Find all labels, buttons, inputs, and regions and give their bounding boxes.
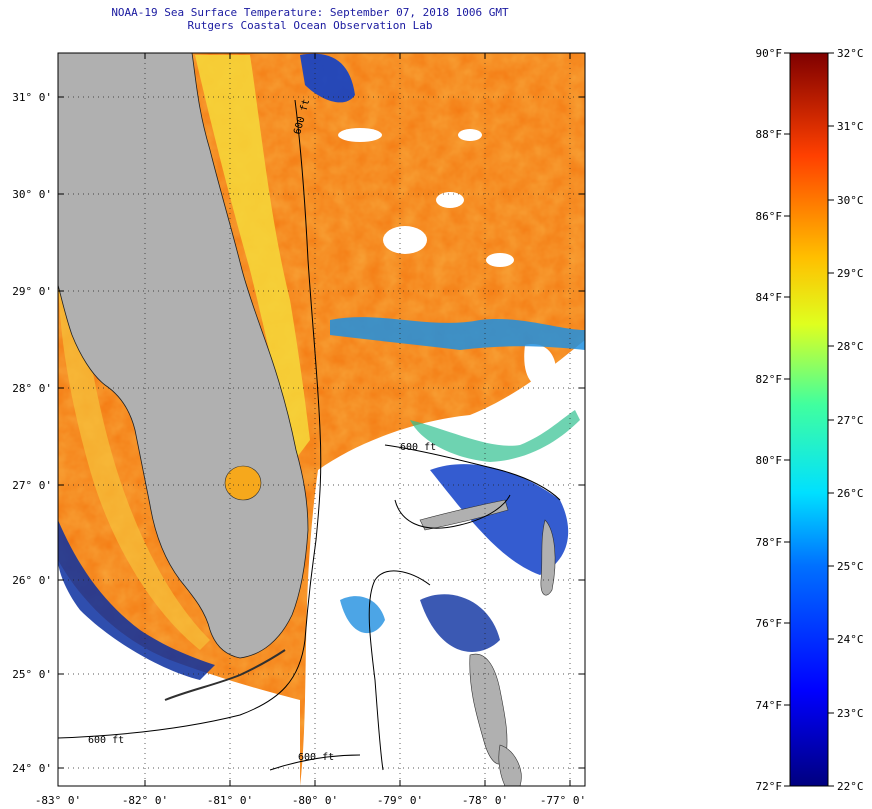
- colorbar-f-label: 88°F: [756, 128, 783, 141]
- warm-coastal-strip: [195, 55, 310, 460]
- colorbar-fahrenheit-ticks: [784, 52, 790, 787]
- colorbar-f-label: 84°F: [756, 291, 783, 304]
- depth-contour: [384, 444, 561, 501]
- cool-water-band: [410, 410, 580, 462]
- colorbar-f-label: 76°F: [756, 617, 783, 630]
- latitude-label: 24° 0': [12, 762, 52, 775]
- colorbar: [789, 52, 829, 787]
- colorbar-f-label: 90°F: [756, 47, 783, 60]
- latitude-label: 25° 0': [12, 668, 52, 681]
- latitude-label: 29° 0': [12, 285, 52, 298]
- longitude-label: -78° 0': [462, 794, 508, 807]
- tick-marks: [57, 53, 585, 786]
- map-title: NOAA-19 Sea Surface Temperature: Septemb…: [111, 6, 509, 19]
- colorbar-c-label: 22°C: [837, 780, 864, 793]
- depth-contour: [394, 494, 511, 529]
- colorbar-c-label: 24°C: [837, 633, 864, 646]
- latitude-label: 27° 0': [12, 479, 52, 492]
- cloud-patch: [436, 192, 464, 208]
- latitude-label: 31° 0': [12, 91, 52, 104]
- longitude-label: -83° 0': [35, 794, 81, 807]
- map-subtitle: Rutgers Coastal Ocean Observation Lab: [187, 19, 433, 32]
- plot-frame: [57, 52, 586, 787]
- bahamas-island: [498, 744, 522, 786]
- cloud-patch: [486, 253, 514, 267]
- cool-water-band: [430, 464, 569, 575]
- colorbar-f-label: 72°F: [756, 780, 783, 793]
- cool-water-band: [58, 520, 215, 680]
- colorbar-c-label: 27°C: [837, 414, 864, 427]
- lake-okeechobee: [224, 465, 262, 501]
- contour-label: 600 ft: [400, 442, 436, 453]
- colorbar-f-label: 86°F: [756, 210, 783, 223]
- longitude-label: -82° 0': [122, 794, 168, 807]
- longitude-label: -79° 0': [377, 794, 423, 807]
- bahamas-island: [540, 519, 556, 596]
- contour-label: 600 ft: [298, 752, 334, 763]
- cloud-patch: [383, 226, 427, 254]
- colorbar-f-label: 74°F: [756, 699, 783, 712]
- longitude-label: -81° 0': [207, 794, 253, 807]
- depth-contour: [368, 570, 431, 771]
- florida-landmass: [58, 53, 309, 659]
- cool-water-band: [420, 594, 500, 652]
- latitude-label: 28° 0': [12, 382, 52, 395]
- colorbar-c-label: 23°C: [837, 707, 864, 720]
- colorbar-c-label: 31°C: [837, 120, 864, 133]
- colorbar-f-label: 82°F: [756, 373, 783, 386]
- graticule: [58, 53, 585, 786]
- longitude-label: -77° 0': [540, 794, 586, 807]
- cloud-region: [524, 344, 556, 387]
- cloud-patch: [458, 129, 482, 141]
- contour-label: 600 ft: [88, 735, 124, 746]
- florida-keys: [164, 649, 286, 701]
- cloud-patch: [338, 128, 382, 142]
- latitude-label: 26° 0': [12, 574, 52, 587]
- longitude-label: -80° 0': [292, 794, 338, 807]
- bahamas-island: [419, 499, 509, 531]
- colorbar-c-label: 26°C: [837, 487, 864, 500]
- latitude-label: 30° 0': [12, 188, 52, 201]
- cool-water-band: [330, 317, 585, 350]
- colorbar-f-label: 80°F: [756, 454, 783, 467]
- depth-contour: [58, 99, 322, 739]
- colorbar-c-label: 25°C: [837, 560, 864, 573]
- colorbar-c-label: 28°C: [837, 340, 864, 353]
- colorbar-celsius-ticks: [828, 52, 834, 787]
- colorbar-c-label: 29°C: [837, 267, 864, 280]
- cool-water-band: [300, 53, 355, 103]
- cool-water-band: [340, 596, 385, 634]
- colorbar-f-label: 78°F: [756, 536, 783, 549]
- colorbar-c-label: 32°C: [837, 47, 864, 60]
- colorbar-c-label: 30°C: [837, 194, 864, 207]
